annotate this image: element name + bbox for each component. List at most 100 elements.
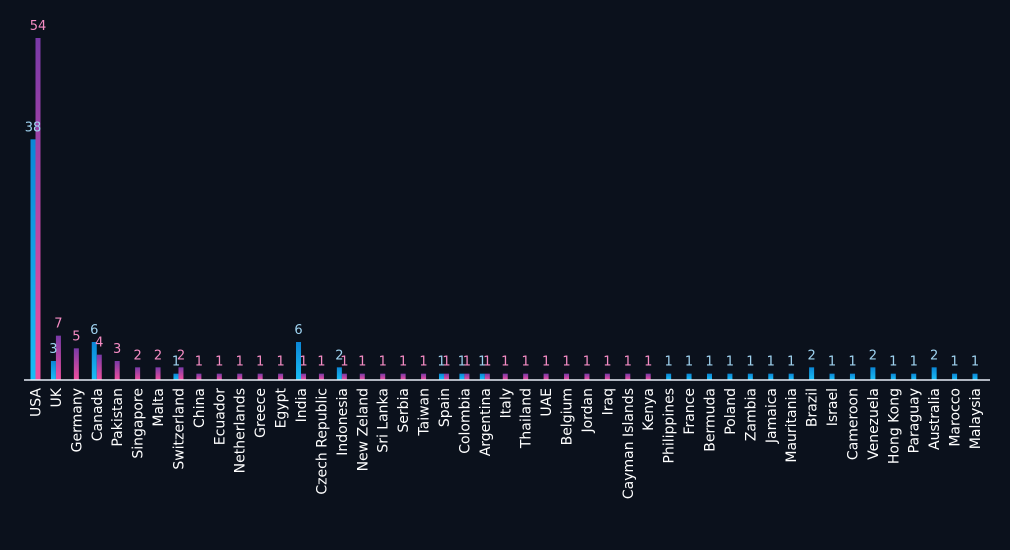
bar-zambia-series-1 — [747, 373, 753, 380]
tick-label-australia: Australia — [927, 388, 943, 450]
tick-label-argentina: Argentina — [478, 388, 494, 456]
bar-malta-series-2 — [155, 367, 161, 380]
bar-cayman-islands-series-2 — [625, 373, 631, 380]
bar-czech-republic-series-2 — [318, 373, 324, 380]
tick-label-colombia: Colombia — [457, 388, 473, 454]
tick-label-belgium: Belgium — [560, 388, 576, 445]
value-label-czech-republic-series-2: 1 — [317, 355, 325, 370]
value-label-belgium-series-2: 1 — [562, 355, 570, 370]
value-label-indonesia-series-1: 2 — [335, 348, 343, 363]
bar-italy-series-2 — [502, 373, 508, 380]
value-label-mauritania-series-1: 1 — [787, 355, 795, 370]
value-label-uk-series-2: 7 — [54, 317, 62, 332]
tick-label-italy: Italy — [498, 388, 514, 418]
tick-label-ecuador: Ecuador — [212, 388, 228, 445]
value-label-spain-series-2: 1 — [442, 355, 450, 370]
tick-label-brazil: Brazil — [805, 388, 821, 427]
value-label-kenya-series-2: 1 — [644, 355, 652, 370]
tick-label-singapore: Singapore — [131, 388, 147, 459]
value-label-switzerland-series-2: 2 — [177, 348, 185, 363]
bar-uk-series-2 — [55, 335, 61, 380]
value-label-jordan-series-2: 1 — [583, 355, 591, 370]
tick-label-usa: USA — [29, 388, 45, 417]
bar-spain-series-2 — [443, 373, 449, 380]
bar-argentina-series-1 — [479, 373, 485, 380]
tick-label-israel: Israel — [825, 388, 841, 426]
bar-mauritania-series-1 — [788, 373, 794, 380]
tick-label-spain: Spain — [437, 388, 453, 427]
value-label-ecuador-series-2: 1 — [215, 355, 223, 370]
value-label-uk-series-1: 3 — [49, 342, 57, 357]
bar-singapore-series-2 — [135, 367, 141, 380]
bar-uae-series-2 — [543, 373, 549, 380]
bar-pakistan-series-2 — [114, 361, 120, 380]
bar-india-series-1 — [296, 342, 302, 380]
tick-label-czech-republic: Czech Republic — [314, 388, 330, 495]
tick-label-hong-kong: Hong Kong — [886, 388, 902, 464]
bar-canada-series-1 — [91, 342, 97, 380]
bar-marocco-series-1 — [952, 373, 958, 380]
value-label-usa-series-1: 38 — [25, 120, 42, 135]
tick-label-uk: UK — [49, 387, 65, 407]
bar-paraguay-series-1 — [911, 373, 917, 380]
value-label-cameroon-series-1: 1 — [848, 355, 856, 370]
value-label-venezuela-series-1: 2 — [869, 348, 877, 363]
bar-brazil-series-1 — [809, 367, 815, 380]
value-label-colombia-series-1: 1 — [458, 355, 466, 370]
bar-usa-series-2 — [35, 38, 41, 380]
value-label-indonesia-series-2: 1 — [340, 355, 348, 370]
tick-label-paraguay: Paraguay — [907, 388, 923, 453]
value-label-philippines-series-1: 1 — [665, 355, 673, 370]
tick-label-malta: Malta — [151, 388, 167, 427]
tick-label-jamaica: Jamaica — [764, 388, 780, 444]
bar-australia-series-1 — [931, 367, 937, 380]
tick-label-bermuda: Bermuda — [702, 388, 718, 452]
value-label-china-series-2: 1 — [195, 355, 203, 370]
value-label-india-series-1: 6 — [294, 323, 302, 338]
bar-egypt-series-2 — [278, 373, 284, 380]
tick-label-malaysia: Malaysia — [968, 388, 984, 449]
value-label-argentina-series-2: 1 — [483, 355, 491, 370]
bar-thailand-series-2 — [523, 373, 529, 380]
bar-philippines-series-1 — [666, 373, 672, 380]
value-label-canada-series-2: 4 — [95, 336, 103, 351]
value-label-spain-series-1: 1 — [437, 355, 445, 370]
tick-label-canada: Canada — [90, 388, 106, 441]
tick-labels-group: USA UK Germany Canada Pakistan Singapore Malta… — [29, 387, 985, 499]
bars-group — [30, 38, 978, 380]
value-label-brazil-series-1: 2 — [807, 348, 815, 363]
value-label-usa-series-2: 54 — [30, 19, 47, 34]
value-label-pakistan-series-2: 3 — [113, 342, 121, 357]
value-label-france-series-1: 1 — [685, 355, 693, 370]
value-label-colombia-series-2: 1 — [463, 355, 471, 370]
tick-label-uae: UAE — [539, 388, 555, 417]
bar-china-series-2 — [196, 373, 202, 380]
value-label-iraq-series-2: 1 — [603, 355, 611, 370]
tick-label-china: China — [192, 388, 208, 428]
bar-poland-series-1 — [727, 373, 733, 380]
tick-label-zambia: Zambia — [743, 388, 759, 441]
tick-label-mauritania: Mauritania — [784, 388, 800, 463]
value-label-uae-series-2: 1 — [542, 355, 550, 370]
bar-jordan-series-2 — [584, 373, 590, 380]
tick-label-new-zeland: New Zeland — [355, 388, 371, 471]
bar-canada-series-2 — [96, 354, 102, 380]
tick-label-germany: Germany — [69, 388, 85, 452]
bar-israel-series-1 — [829, 373, 835, 380]
tick-label-greece: Greece — [253, 388, 269, 438]
bar-malaysia-series-1 — [972, 373, 978, 380]
tick-label-taiwan: Taiwan — [417, 388, 433, 437]
value-label-thailand-series-2: 1 — [522, 355, 530, 370]
bar-colombia-series-2 — [464, 373, 470, 380]
bar-france-series-1 — [686, 373, 692, 380]
value-label-greece-series-2: 1 — [256, 355, 264, 370]
bar-cameroon-series-1 — [849, 373, 855, 380]
value-label-netherlands-series-2: 1 — [236, 355, 244, 370]
bar-argentina-series-2 — [484, 373, 490, 380]
value-label-malaysia-series-1: 1 — [971, 355, 979, 370]
tick-label-jordan: Jordan — [580, 388, 596, 434]
value-label-australia-series-1: 2 — [930, 348, 938, 363]
value-label-malta-series-2: 2 — [154, 348, 162, 363]
